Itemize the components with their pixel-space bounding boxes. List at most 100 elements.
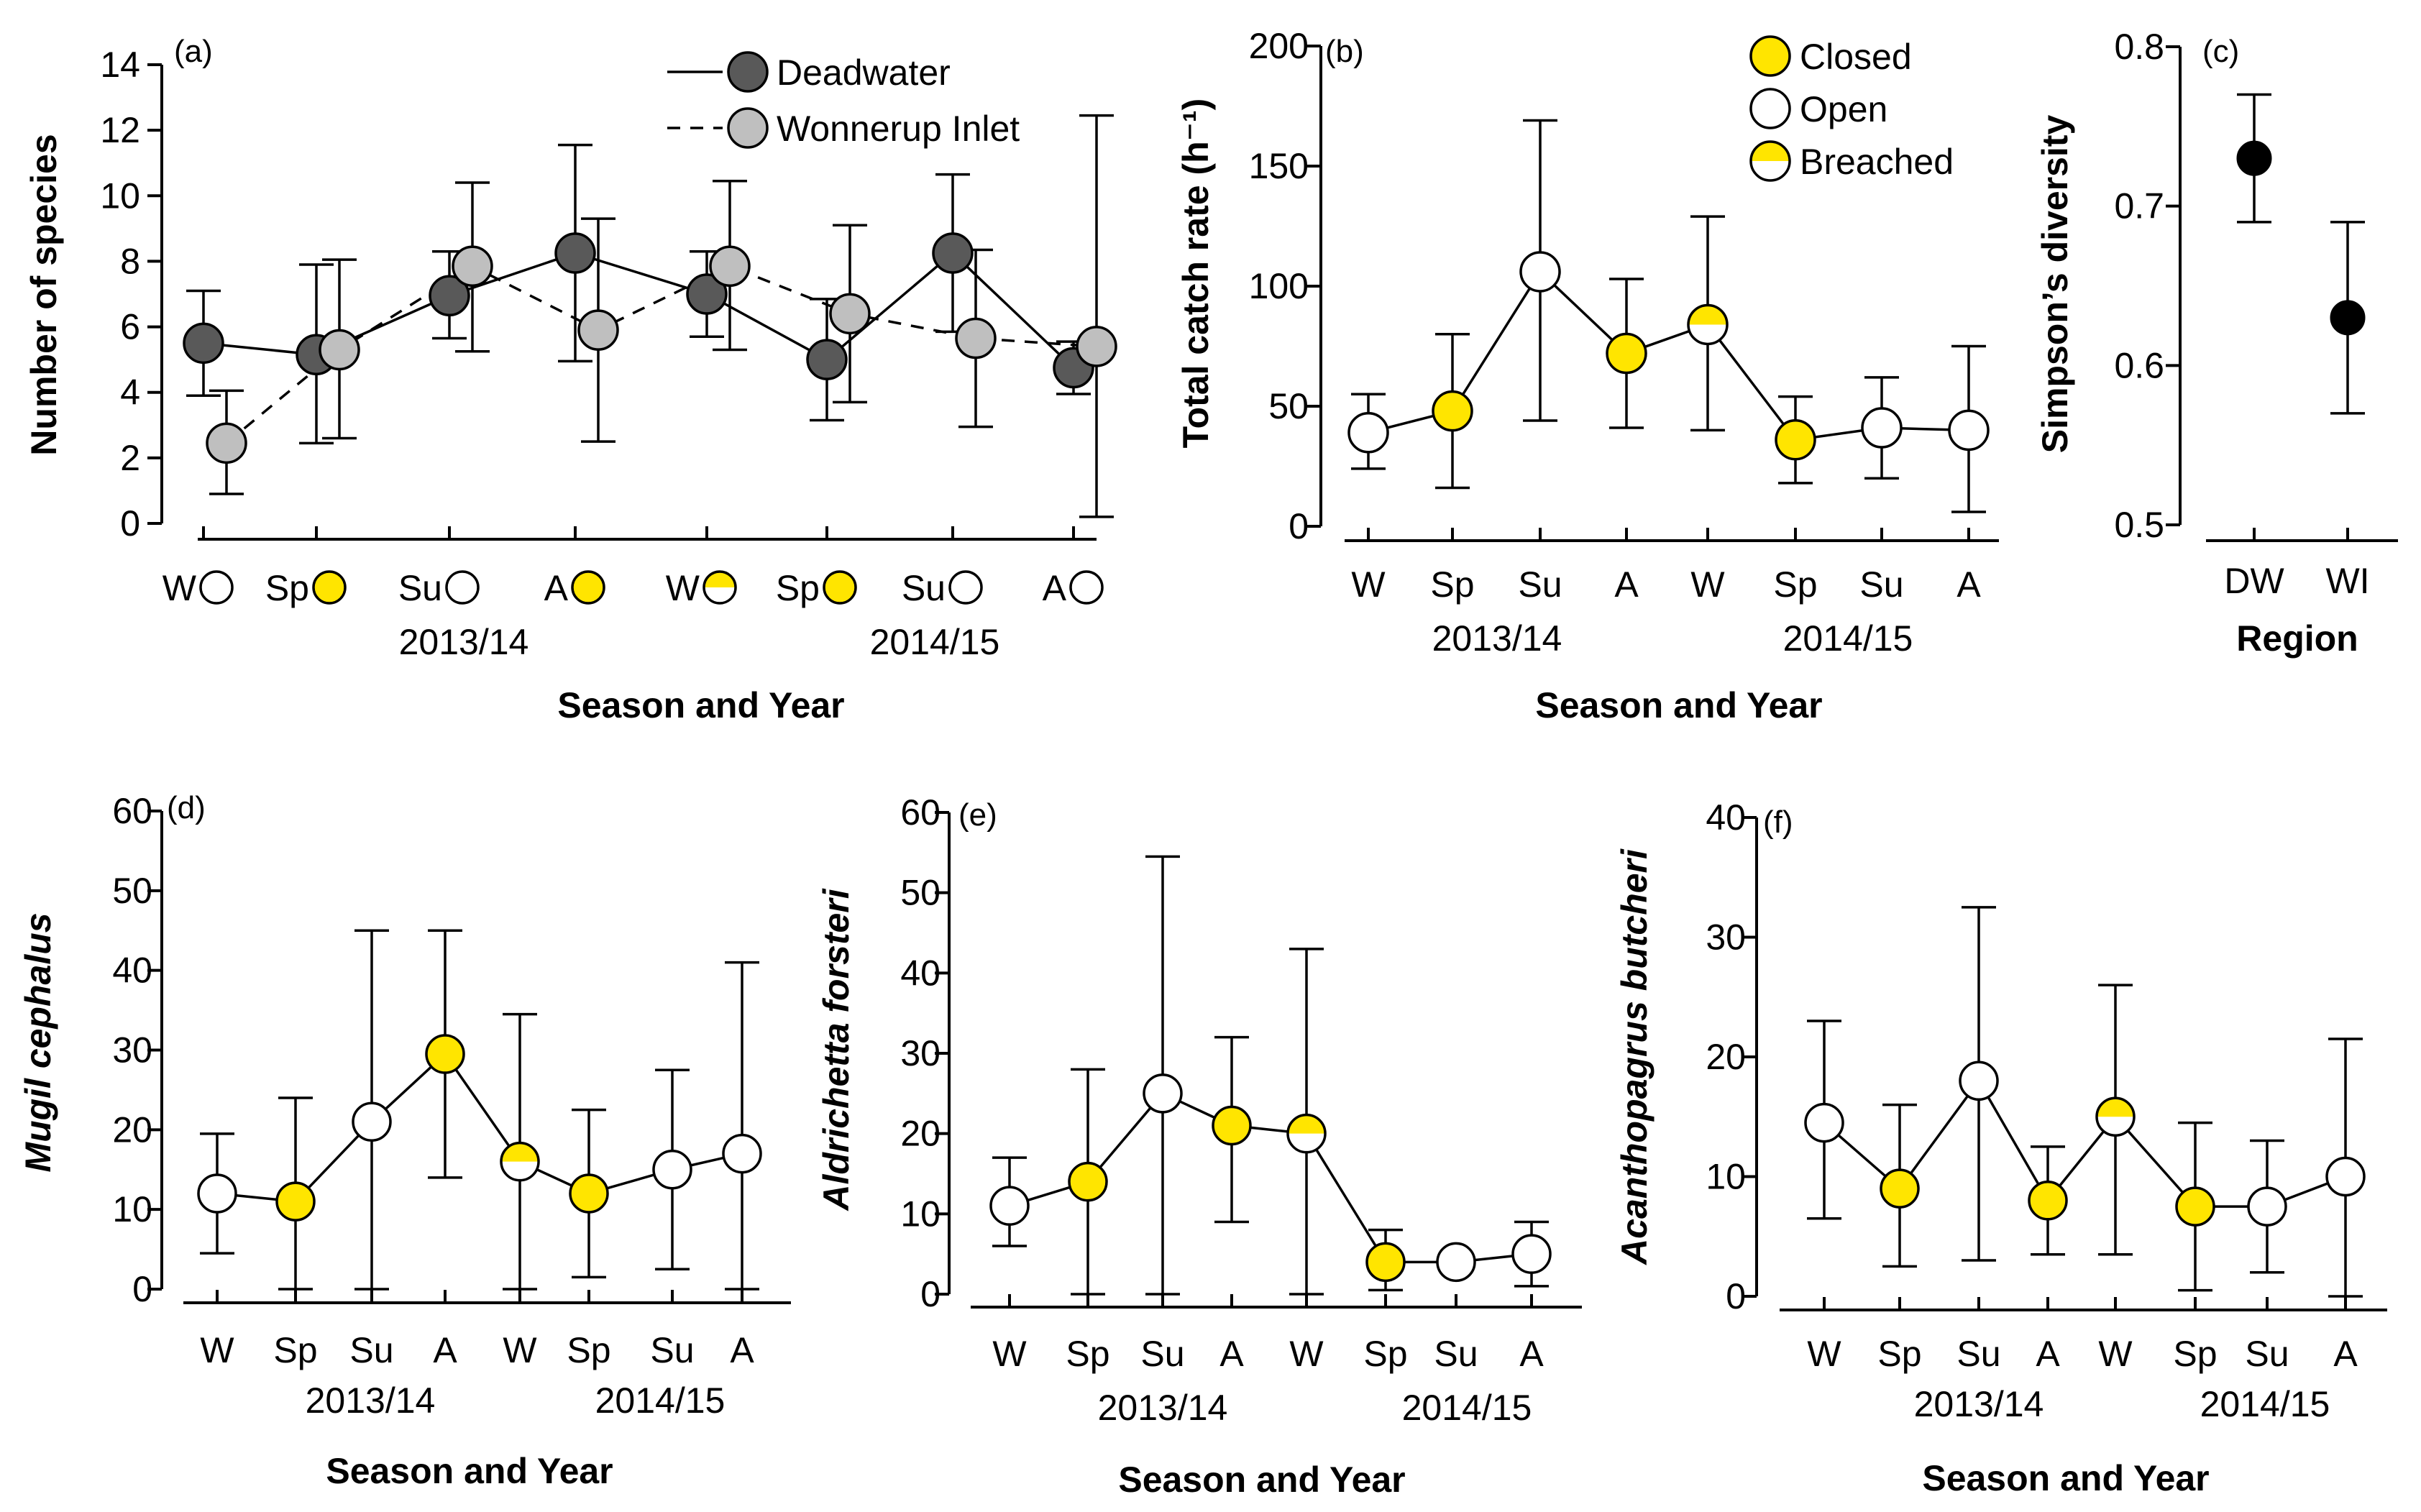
x-tick-label-e-5: Sp [1363, 1334, 1407, 1374]
legend-marker-breached [1749, 140, 1791, 182]
data-point-b-5-disc [1775, 419, 1816, 461]
y-tick-label-e-2: 20 [900, 1114, 941, 1154]
x-tick-label-f-1: Sp [1877, 1334, 1921, 1374]
x-tick-label-f-3: A [2036, 1334, 2060, 1374]
data-point-d-2 [352, 1101, 392, 1142]
x-tick-label-f-2: Su [1957, 1334, 2000, 1374]
x-axis-title-b: Season and Year [1535, 685, 1822, 725]
x-tick-label-b-4: W [1690, 564, 1725, 605]
y-tick-label-e-3: 30 [900, 1033, 941, 1073]
x-tick-label-b-6: Su [1859, 564, 1903, 605]
data-point-f-4-top [2097, 1098, 2134, 1117]
data-point-b-0 [1347, 411, 1389, 454]
data-point-a-deadwater-5 [806, 339, 848, 380]
panel-label-a: (a) [174, 34, 213, 69]
panel-label-f: (f) [1763, 805, 1793, 840]
data-point-b-5 [1775, 419, 1816, 461]
x-tick-label-a-0: W [163, 568, 197, 608]
y-tick-label-a-0: 0 [120, 503, 140, 544]
data-point-d-4-ring [500, 1141, 540, 1182]
y-tick-label-f-4: 40 [1706, 797, 1746, 838]
x-tick-label-b-3: A [1614, 564, 1639, 605]
data-point-e-5-disc [1365, 1242, 1406, 1283]
data-point-d-1 [275, 1181, 316, 1222]
plot-a: 0 2 4 6 8 10 12 14 W Sp Su A W Sp Su A 2013/14 2014/15 [100, 45, 1117, 662]
x-tick-label-a-5: Sp [776, 568, 820, 608]
x-tick-label-d-0: W [200, 1330, 234, 1370]
y-tick-label-c-3: 0.8 [2114, 27, 2164, 67]
data-point-e-4 [1286, 1113, 1327, 1154]
data-point-f-3-disc [2028, 1181, 2068, 1221]
y-tick-label-f-1: 10 [1706, 1157, 1746, 1197]
data-point-d-1-disc [275, 1181, 316, 1222]
data-point-a-wonnerup-1 [319, 329, 360, 371]
legend-marker-open [1749, 88, 1791, 129]
x-tick-label-b-2: Su [1518, 564, 1562, 605]
data-point-e-0-disc [989, 1186, 1030, 1226]
data-point-f-2 [1959, 1060, 1999, 1101]
y-axis-title-f: Acanthopagrus butcheri [1614, 848, 1655, 1266]
x-tick-label-c-1: WI [2325, 561, 2369, 601]
season-state-marker-2 [445, 570, 480, 605]
y-axis-title-d: Mugil cephalus [18, 912, 58, 1172]
x-tick-label-f-4: W [2098, 1334, 2133, 1374]
y-tick-label-a-2: 4 [120, 372, 140, 413]
x-tick-label-f-0: W [1807, 1334, 1841, 1374]
data-point-b-6-disc [1861, 407, 1903, 449]
data-point-f-5 [2175, 1186, 2215, 1227]
x-tick-label-d-3: A [433, 1330, 457, 1370]
data-point-a-deadwater-4 [686, 273, 728, 315]
data-point-e-2-disc [1143, 1073, 1183, 1114]
season-state-marker-4-top [704, 572, 736, 587]
data-point-d-2-disc [352, 1101, 392, 1142]
plot-c: 0.5 0.6 0.7 0.8 DW WI [2114, 27, 2398, 601]
x-tick-label-a-4: W [666, 568, 700, 608]
data-point-e-1-disc [1068, 1161, 1108, 1202]
data-point-f-3 [2028, 1181, 2068, 1221]
data-point-e-6 [1436, 1242, 1476, 1283]
x-tick-label-b-5: Sp [1773, 564, 1817, 605]
data-point-e-0 [989, 1186, 1030, 1226]
panel-d: (d) Mugil cephalus Season and Year 0 10 20… [18, 790, 791, 1491]
panel-label-e: (e) [958, 797, 997, 833]
season-state-marker-4 [702, 570, 737, 605]
legend-label-breached: Breached [1800, 142, 1954, 182]
x-tick-label-b-0: W [1351, 564, 1386, 605]
data-point-d-7 [722, 1133, 762, 1174]
x-tick-label-b-1: Sp [1430, 564, 1474, 605]
data-point-e-3-disc [1212, 1105, 1252, 1146]
data-point-e-5 [1365, 1242, 1406, 1283]
season-state-marker-0 [199, 570, 234, 605]
year-label-e-0: 2013/14 [1098, 1388, 1228, 1428]
y-axis-title-e: Aldrichetta forsteri [816, 888, 856, 1211]
panel-label-b: (b) [1325, 34, 1364, 69]
legend-label-wonnerup: Wonnerup Inlet [777, 109, 1020, 149]
data-point-f-4 [2095, 1096, 2136, 1137]
data-point-f-4-ring [2095, 1096, 2136, 1137]
x-tick-label-f-6: Su [2245, 1334, 2289, 1374]
data-point-a-deadwater-6 [932, 232, 974, 274]
data-point-b-0-disc [1347, 411, 1389, 454]
season-state-marker-2-disc [445, 570, 480, 605]
y-tick-label-d-6: 60 [112, 791, 152, 831]
season-state-marker-3 [571, 570, 605, 605]
year-label-a-1: 2014/15 [870, 622, 1000, 662]
y-tick-label-c-2: 0.7 [2114, 186, 2164, 226]
legend-marker-deadwater [727, 51, 769, 93]
legend-label-open: Open [1800, 89, 1887, 129]
y-tick-label-b-1: 50 [1268, 386, 1309, 426]
data-point-b-4-top [1688, 305, 1727, 325]
data-point-c-0 [2236, 140, 2272, 176]
season-state-marker-6-disc [948, 570, 983, 605]
data-point-f-6-disc [2247, 1186, 2287, 1227]
legend-marker-closed [1749, 35, 1791, 77]
y-tick-label-b-2: 100 [1249, 266, 1309, 306]
plot-e: 0 10 20 30 40 50 60 W Sp Su A W Sp Su A 2013/14 2014/15 [900, 792, 1582, 1428]
x-tick-label-d-6: Su [650, 1330, 694, 1370]
data-point-d-3 [425, 1034, 465, 1074]
panel-label-d: (d) [167, 790, 206, 825]
data-point-d-3-disc [425, 1034, 465, 1074]
x-axis-title-c: Region [2236, 618, 2358, 659]
y-axis-title-b: Total catch rate (h⁻¹) [1176, 98, 1216, 449]
x-tick-label-b-7: A [1957, 564, 1981, 605]
